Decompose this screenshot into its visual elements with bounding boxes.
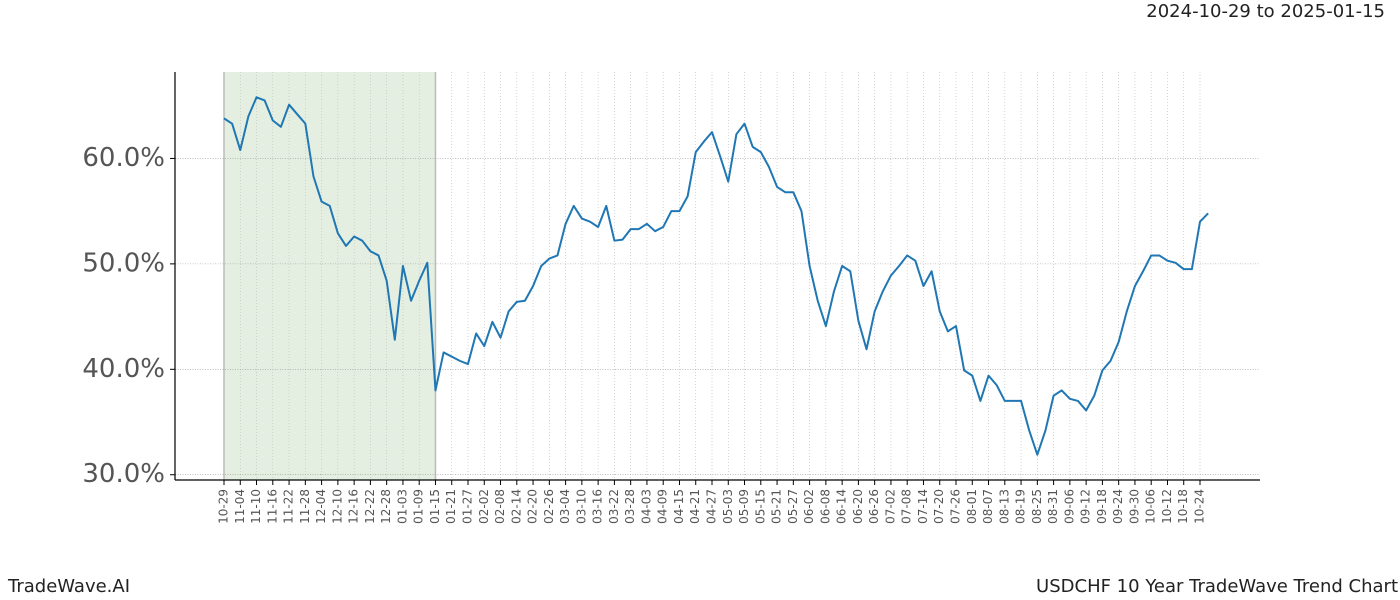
x-tick-label: 12-28 xyxy=(379,489,393,524)
x-tick-label: 03-16 xyxy=(591,489,605,524)
x-tick-label: 04-27 xyxy=(705,489,719,524)
x-tick-label: 01-09 xyxy=(412,489,426,524)
x-tick-label: 11-16 xyxy=(265,489,279,524)
x-tick-label: 06-08 xyxy=(818,489,832,524)
x-tick-label: 09-24 xyxy=(1111,489,1125,524)
x-tick-label: 06-02 xyxy=(802,489,816,524)
x-tick-label: 09-12 xyxy=(1079,489,1093,524)
line-series xyxy=(223,96,1209,456)
x-tick-label: 07-14 xyxy=(916,489,930,524)
x-tick-label: 05-27 xyxy=(786,489,800,524)
x-tick-label: 01-21 xyxy=(444,489,458,524)
x-tick-label: 02-08 xyxy=(493,489,507,524)
x-tick-label: 03-22 xyxy=(607,489,621,524)
x-tick-label: 05-09 xyxy=(737,489,751,524)
x-tick-label: 08-13 xyxy=(997,489,1011,524)
x-tick-label: 10-12 xyxy=(1160,489,1174,524)
x-tick-label: 06-26 xyxy=(867,489,881,524)
x-tick-label: 04-03 xyxy=(639,489,653,524)
x-tick-label: 09-18 xyxy=(1095,489,1109,524)
x-tick-label: 06-14 xyxy=(835,489,849,524)
x-tick-label: 05-21 xyxy=(770,489,784,524)
x-tick-label: 11-22 xyxy=(282,489,296,524)
x-tick-label: 02-26 xyxy=(542,489,556,524)
x-tick-label: 09-06 xyxy=(1062,489,1076,524)
x-tick-label: 01-15 xyxy=(428,489,442,524)
x-tick-label: 03-04 xyxy=(558,489,572,524)
x-tick-label: 07-02 xyxy=(883,489,897,524)
y-tick-label: 40.0% xyxy=(82,354,165,384)
x-tick-label: 11-04 xyxy=(233,489,247,524)
chart-subtitle: 2024-10-29 to 2025-01-15 xyxy=(1146,1,1385,22)
x-tick-label: 12-16 xyxy=(347,489,361,524)
x-tick-label: 11-28 xyxy=(298,489,312,524)
x-tick-label: 03-10 xyxy=(574,489,588,524)
x-tick-label: 01-03 xyxy=(395,489,409,524)
x-tick-label: 05-03 xyxy=(721,489,735,524)
x-tick-label: 07-08 xyxy=(900,489,914,524)
x-tick-label: 07-26 xyxy=(949,489,963,524)
x-tick-label: 12-22 xyxy=(363,489,377,524)
highlight-span xyxy=(224,72,436,480)
x-tick-label: 08-19 xyxy=(1014,489,1028,524)
x-tick-label: 02-14 xyxy=(509,489,523,524)
y-tick-label: 30.0% xyxy=(82,459,165,489)
x-tick-label: 11-10 xyxy=(249,489,263,524)
x-tick-label: 03-28 xyxy=(623,489,637,524)
x-tick-label: 10-18 xyxy=(1176,489,1190,524)
x-tick-label: 04-21 xyxy=(688,489,702,524)
x-tick-label: 05-15 xyxy=(753,489,767,524)
x-tick-label: 08-25 xyxy=(1030,489,1044,524)
x-tick-label: 08-31 xyxy=(1046,489,1060,524)
x-tick-label: 09-30 xyxy=(1127,489,1141,524)
x-tick-label: 08-07 xyxy=(981,489,995,524)
x-tick-label: 04-15 xyxy=(672,489,686,524)
x-tick-label: 07-20 xyxy=(932,489,946,524)
x-tick-label: 04-09 xyxy=(656,489,670,524)
y-tick-label: 50.0% xyxy=(82,248,165,278)
x-tick-label: 12-10 xyxy=(330,489,344,524)
x-tick-label: 08-01 xyxy=(965,489,979,524)
x-tick-label: 10-06 xyxy=(1144,489,1158,524)
x-tick-label: 06-20 xyxy=(851,489,865,524)
x-tick-label: 02-02 xyxy=(477,489,491,524)
source-label: TradeWave.AI xyxy=(7,576,130,597)
x-tick-label: 12-04 xyxy=(314,489,328,524)
x-tick-label: 01-27 xyxy=(461,489,475,524)
chart-title: USDCHF 10 Year TradeWave Trend Chart xyxy=(1036,576,1398,597)
y-tick-label: 60.0% xyxy=(82,143,165,173)
x-tick-label: 02-20 xyxy=(526,489,540,524)
x-tick-label: 10-24 xyxy=(1193,489,1207,524)
x-tick-label: 10-29 xyxy=(217,489,231,524)
